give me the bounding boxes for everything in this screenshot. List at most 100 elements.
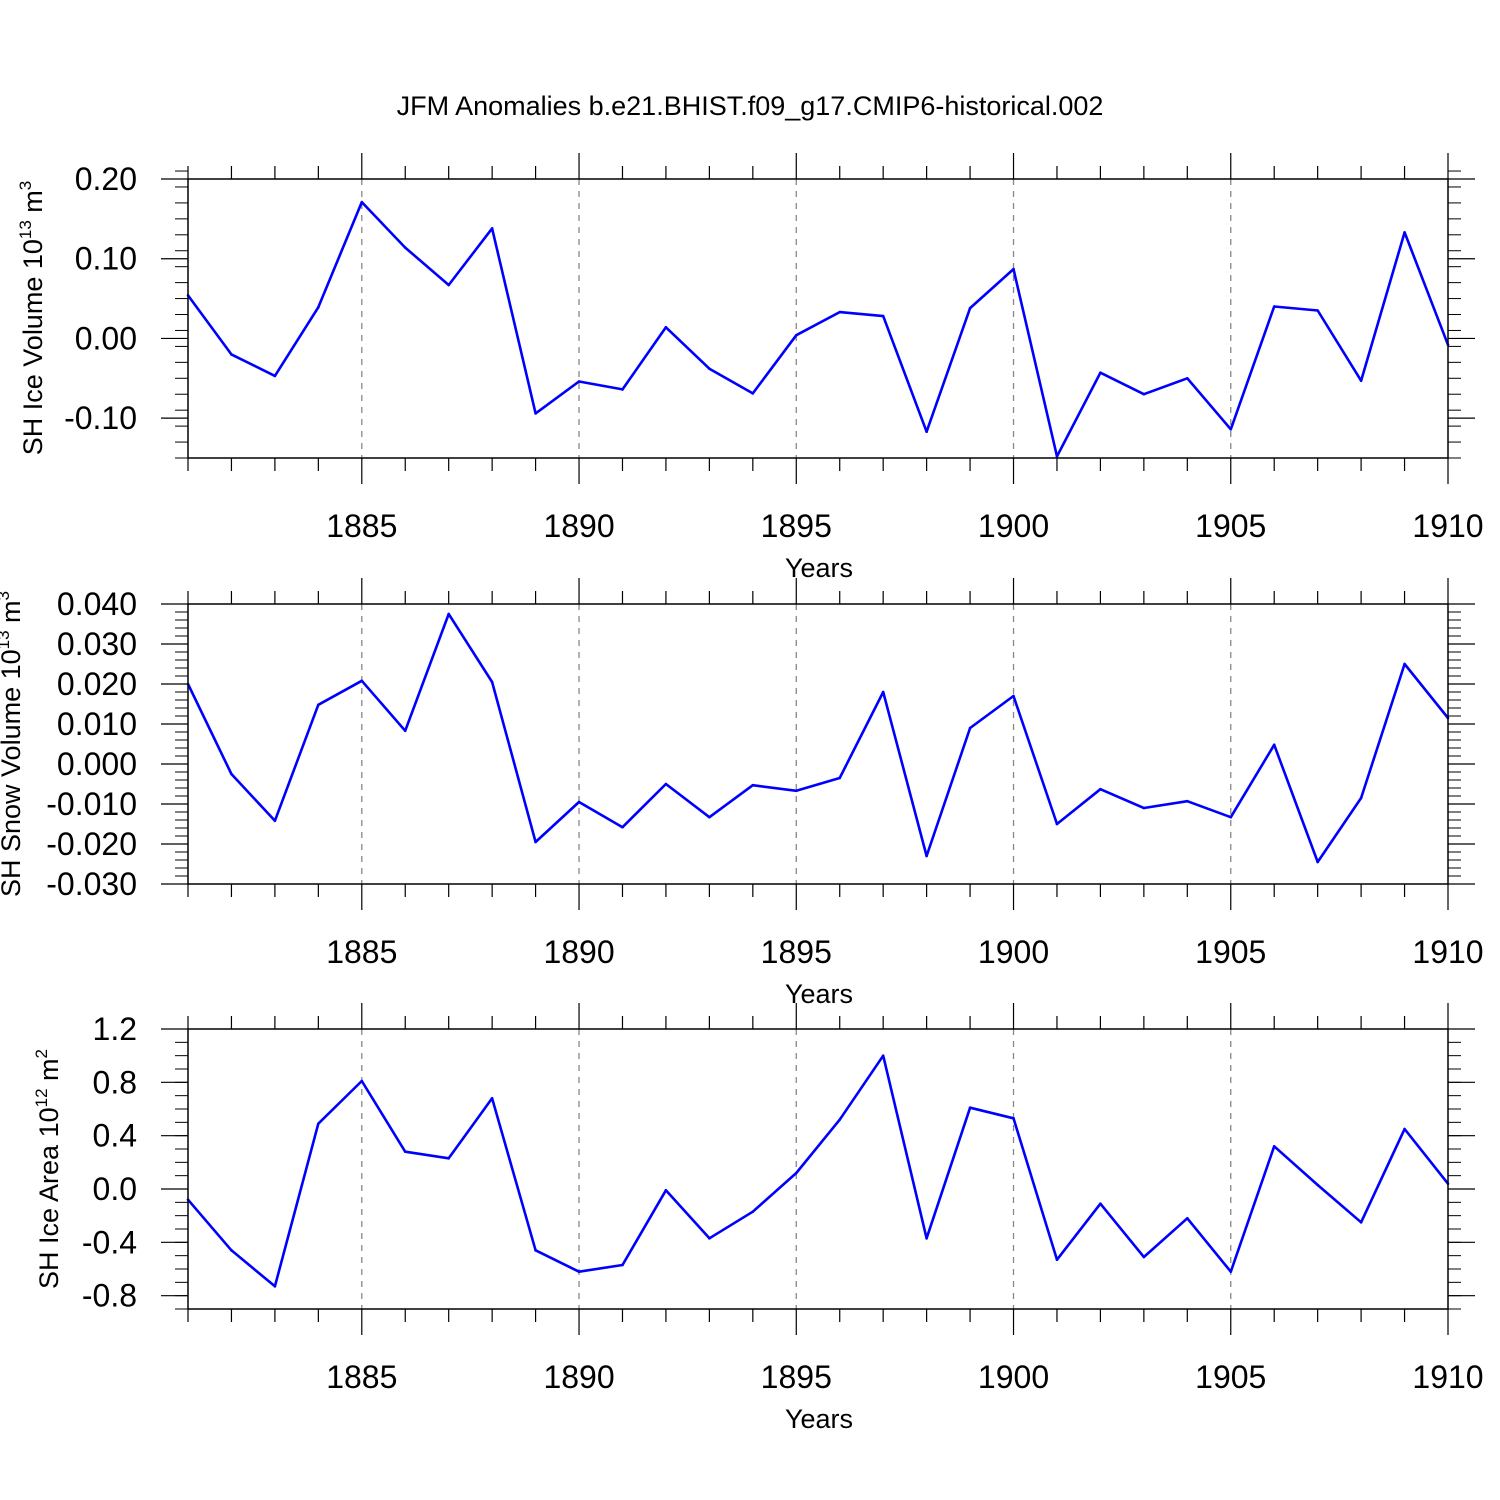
panel-0-data-point bbox=[794, 333, 798, 337]
panel-0-data-point bbox=[1099, 371, 1102, 375]
panel-1-data-point bbox=[1272, 743, 1276, 747]
panel-2-x-tick-label: 1890 bbox=[543, 1359, 614, 1395]
panel-2-x-tick-label: 1885 bbox=[326, 1359, 397, 1395]
panel-0-data-point bbox=[1403, 231, 1406, 234]
panel-1-data-point bbox=[621, 825, 624, 829]
panel-2-x-tick-label: 1905 bbox=[1195, 1359, 1266, 1395]
panel-0-data-point bbox=[1229, 428, 1233, 431]
panel-2-data-point bbox=[577, 1270, 581, 1273]
panel-0-y-tick-label: 0.00 bbox=[75, 320, 137, 356]
panel-2-data-point bbox=[490, 1097, 494, 1100]
panel-2-data-point bbox=[664, 1189, 668, 1192]
panel-0-data-point bbox=[534, 412, 537, 415]
panel-2-data-point bbox=[794, 1171, 798, 1175]
panel-0-data-point bbox=[577, 380, 581, 383]
panel-1-x-tick-label: 1895 bbox=[761, 934, 832, 970]
panel-ice-volume: -0.10 0.00 0.10 0.20 1885 1890 1895 1900 1905 191… bbox=[16, 153, 1484, 583]
panel-2-data-point bbox=[1186, 1217, 1189, 1220]
panel-1-data-point bbox=[1012, 694, 1015, 698]
panel-0-data-point bbox=[1012, 267, 1015, 271]
panel-2-data-point bbox=[881, 1054, 885, 1057]
panel-0-data-point bbox=[1316, 309, 1319, 312]
panel-1-data-point bbox=[1142, 806, 1146, 810]
panel-2-data-point bbox=[317, 1122, 320, 1125]
panel-2-data-point bbox=[1403, 1127, 1406, 1131]
panel-1-data-point bbox=[708, 815, 711, 819]
panel-0-x-tick-label: 1910 bbox=[1412, 508, 1483, 544]
panel-1-x-tick-label: 1885 bbox=[326, 934, 397, 970]
panel-1-y-tick-label: -0.030 bbox=[46, 866, 137, 902]
panel-2-data-point bbox=[1012, 1117, 1015, 1120]
panel-2-data-point bbox=[534, 1249, 537, 1252]
panel-2-y-tick-label: 0.8 bbox=[93, 1064, 137, 1100]
panel-2-data-point bbox=[1142, 1255, 1146, 1259]
panel-1-data-point bbox=[1229, 815, 1233, 819]
panel-2-data-point bbox=[230, 1249, 233, 1252]
panel-0-data-point bbox=[490, 227, 494, 230]
panel-2-data-point bbox=[925, 1237, 928, 1240]
panel-2-data-point bbox=[360, 1079, 364, 1083]
panel-2-data-point bbox=[447, 1157, 450, 1160]
panel-1-x-axis-title: Years bbox=[785, 979, 853, 1009]
panel-1-data-point bbox=[273, 819, 277, 823]
panel-2-data-point bbox=[1272, 1145, 1276, 1148]
panel-0-x-tick-label: 1890 bbox=[543, 508, 614, 544]
panel-2-y-tick-label: -0.4 bbox=[82, 1224, 137, 1260]
panel-1-y-axis-title: SH Snow Volume 1013 m3 bbox=[0, 591, 26, 897]
panel-1-y-tick-label: -0.010 bbox=[46, 786, 137, 822]
panel-0-data-point bbox=[360, 200, 364, 204]
panel-2-x-tick-label: 1900 bbox=[978, 1359, 1049, 1395]
panel-1-data-point bbox=[1359, 796, 1363, 800]
panel-2-data-point bbox=[1099, 1202, 1102, 1205]
panel-2-data-point bbox=[403, 1150, 407, 1153]
panel-2-data-point bbox=[1316, 1183, 1319, 1187]
panel-0-x-axis-title: Years bbox=[785, 553, 853, 583]
panel-2-y-axis-title: SH Ice Area 1012 m2 bbox=[32, 1049, 64, 1289]
panel-0-data-point bbox=[708, 367, 711, 371]
panel-2-data-point bbox=[621, 1263, 624, 1267]
panel-2-data-point bbox=[1359, 1221, 1363, 1224]
panel-0-x-tick-label: 1900 bbox=[978, 508, 1049, 544]
panel-2-x-axis-title: Years bbox=[785, 1404, 853, 1434]
panel-2-y-tick-label: 0.0 bbox=[93, 1171, 137, 1207]
figure-title: JFM Anomalies b.e21.BHIST.f09_g17.CMIP6-… bbox=[397, 91, 1104, 121]
panel-1-data-point bbox=[1186, 799, 1189, 803]
panel-2-data-point bbox=[968, 1106, 972, 1109]
panel-2-series-line bbox=[187, 1054, 1450, 1288]
panel-1-y-tick-label: 0.010 bbox=[57, 706, 137, 742]
panel-1-y-tick-label: 0.040 bbox=[57, 586, 137, 622]
panel-2-y-tick-label: 1.2 bbox=[93, 1011, 137, 1047]
panel-0-y-tick-label: 0.10 bbox=[75, 241, 137, 277]
panel-snow-volume: -0.030 -0.020 -0.010 0.000 0.010 0.020 0.030 0.… bbox=[0, 578, 1484, 1009]
panel-0-data-point bbox=[1142, 392, 1146, 396]
panel-0-data-point bbox=[838, 310, 842, 314]
panel-1-data-point bbox=[751, 783, 755, 787]
panel-1-data-point bbox=[1099, 787, 1102, 791]
panel-2-y-tick-label: 0.4 bbox=[93, 1118, 137, 1154]
panel-1-x-tick-label: 1900 bbox=[978, 934, 1049, 970]
panel-0-plot-frame bbox=[187, 178, 1449, 459]
panel-1-data-point bbox=[838, 776, 842, 780]
panel-1-data-point bbox=[664, 782, 668, 786]
panel-2-x-tick-label: 1910 bbox=[1412, 1359, 1483, 1395]
panel-1-y-tick-label: 0.000 bbox=[57, 746, 137, 782]
panel-1-data-point bbox=[490, 680, 494, 684]
panel-1-data-point bbox=[1055, 822, 1059, 826]
panel-1-x-tick-label: 1910 bbox=[1412, 934, 1483, 970]
panel-1-data-point bbox=[317, 703, 320, 707]
panel-2-data-point bbox=[751, 1210, 755, 1213]
panel-0-series-line bbox=[186, 200, 1450, 458]
panel-0-x-tick-label: 1885 bbox=[326, 508, 397, 544]
panel-1-y-tick-label: 0.020 bbox=[57, 666, 137, 702]
panel-0-data-point bbox=[1359, 379, 1363, 382]
panel-0-x-tick-label: 1895 bbox=[761, 508, 832, 544]
panel-0-x-tick-label: 1905 bbox=[1195, 508, 1266, 544]
panel-1-data-point bbox=[1316, 860, 1319, 864]
panel-0-y-tick-label: 0.20 bbox=[75, 161, 137, 197]
panel-ice-area: -0.8 -0.4 0.0 0.4 0.8 1.2 1885 1890 1895 1900 1905… bbox=[32, 1003, 1484, 1434]
panel-0-data-point bbox=[1055, 455, 1059, 458]
panel-0-data-point bbox=[968, 306, 972, 310]
panel-1-data-point bbox=[1403, 662, 1406, 666]
panel-0-data-point bbox=[403, 246, 407, 249]
